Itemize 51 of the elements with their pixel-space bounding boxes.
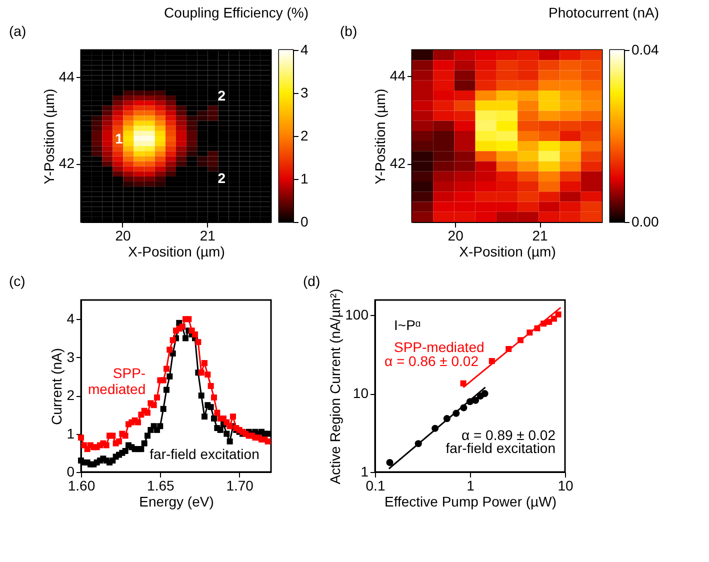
y-tick-label: 10 [352, 385, 369, 402]
series-label: far-field excitation [150, 446, 260, 462]
y-axis-title: Current (nA) [48, 348, 65, 426]
annotation: 2 [218, 87, 226, 104]
y-tick-label: 1 [360, 464, 369, 480]
chart-title: (c) [9, 273, 26, 289]
x-tick-label: 1.70 [226, 478, 254, 494]
color-bar-label: 4 [300, 42, 308, 58]
y-tick-label: 44 [390, 68, 406, 84]
y-tick-label: 42 [390, 155, 406, 172]
chart-title: (d) [303, 273, 320, 289]
y-axis-title: Y-Position (µm) [372, 88, 388, 184]
y-tick-label: 3 [66, 348, 75, 365]
color-bar-label: 2 [300, 128, 308, 144]
x-tick-label: 1.60 [68, 478, 96, 494]
annotation: 1 [115, 130, 124, 146]
annotation: α = 0.86 ± 0.02 [384, 352, 479, 369]
x-tick-label: 21 [532, 228, 548, 244]
x-axis-title: Energy (eV) [139, 494, 214, 510]
y-tick-label: 0 [66, 464, 75, 480]
y-tick-label: 42 [58, 155, 75, 172]
x-axis-title: Effective Pump Power (µW) [384, 494, 556, 510]
x-axis-title: X-Position (µm) [459, 244, 556, 260]
series-label: SPP-mediated [394, 339, 484, 356]
y-tick-label: 2 [66, 387, 75, 404]
color-bar-label: 0 [300, 214, 308, 230]
y-axis-title: Active Region Current (nA/µm²) [327, 288, 344, 484]
color-bar-label: 0.04 [632, 42, 659, 58]
x-tick-label: 21 [200, 228, 216, 244]
y-axis-title: Y-Position (µm) [40, 88, 57, 184]
color-bar-label: 1 [300, 170, 308, 186]
chart-title: (a) [9, 23, 26, 39]
annotation: I~Pᵅ [394, 316, 421, 333]
x-tick-label: 20 [115, 228, 131, 244]
x-axis-title: X-Position (µm) [128, 244, 225, 260]
color-bar-title: Photocurrent (nA) [548, 4, 659, 20]
x-tick-label: 20 [448, 228, 464, 244]
series-label: SPP-mediated [88, 364, 146, 397]
color-bar-label: 3 [300, 84, 308, 100]
chart-title: (b) [340, 23, 358, 39]
annotation: 2 [218, 170, 226, 186]
y-tick-label: 100 [345, 306, 369, 323]
x-tick-label: 1.65 [147, 478, 175, 494]
color-bar-label: 0.00 [632, 214, 659, 230]
x-tick-label: 1 [466, 478, 475, 494]
y-tick-label: 4 [66, 310, 75, 327]
x-tick-label: 0.1 [366, 478, 386, 494]
y-tick-label: 1 [66, 425, 75, 442]
color-bar-title: Coupling Efficiency (%) [164, 4, 309, 20]
y-tick-label: 44 [58, 68, 75, 84]
x-tick-label: 10 [558, 478, 574, 494]
